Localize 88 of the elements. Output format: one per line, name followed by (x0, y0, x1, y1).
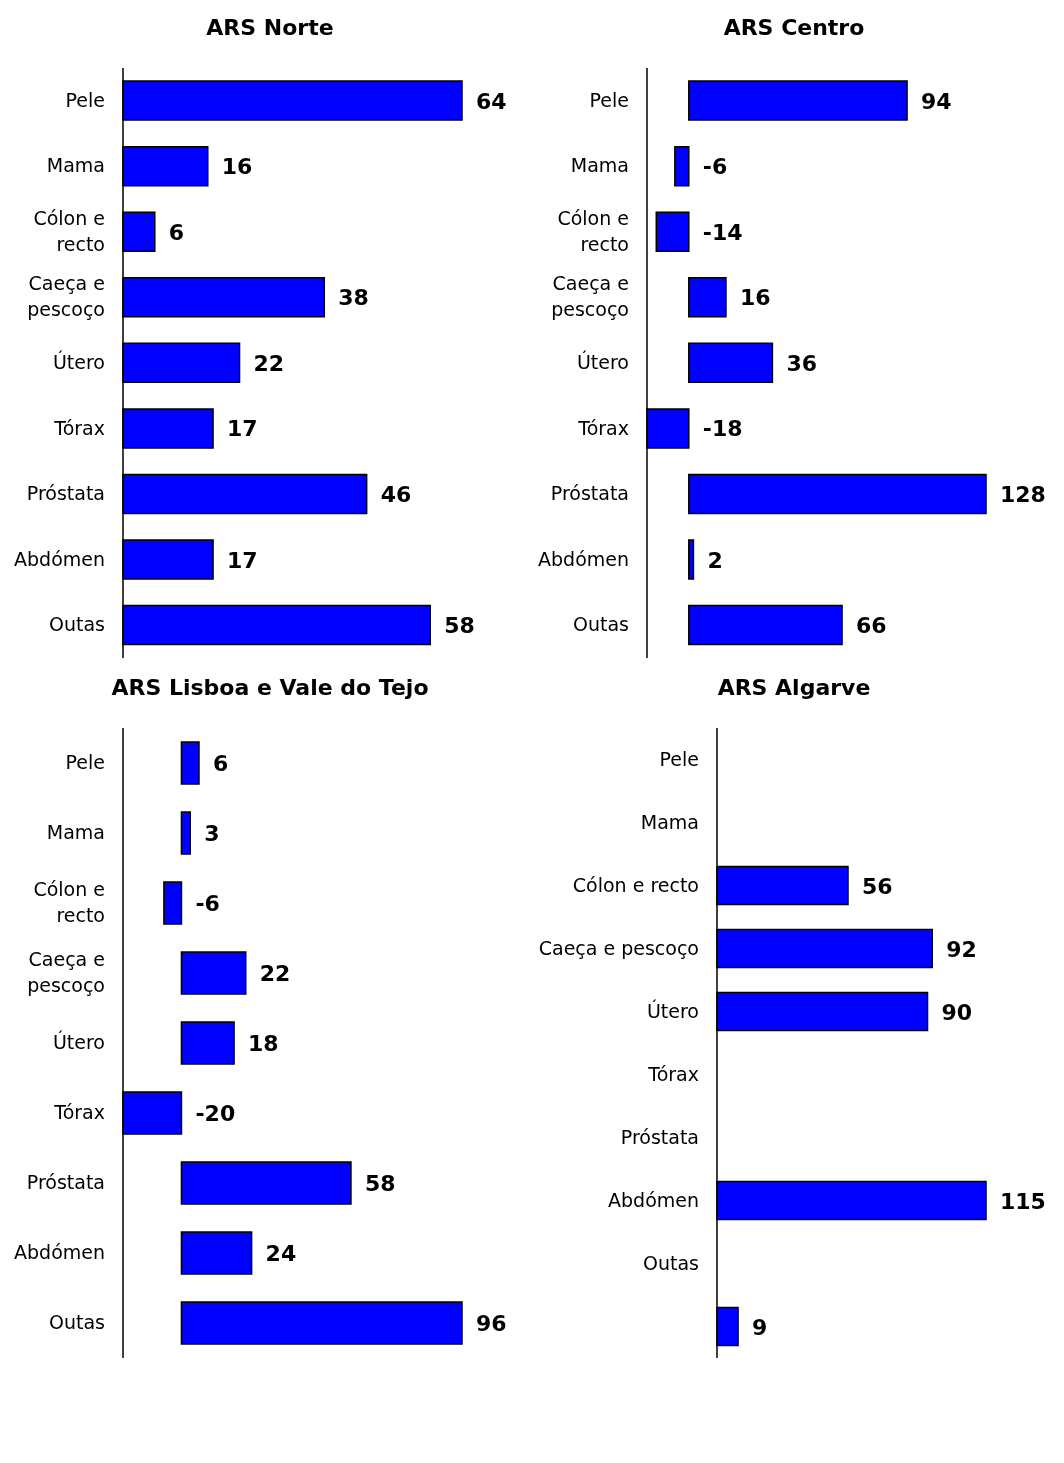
data-label: 2 (707, 547, 723, 573)
data-label: 6 (212, 751, 229, 776)
bar (655, 211, 690, 252)
bar (674, 145, 690, 187)
y-tick-label: Tórax (647, 1062, 699, 1084)
data-label: 94 (921, 88, 952, 114)
data-label: 16 (221, 154, 253, 180)
y-tick-label: Abdómen (14, 1240, 105, 1263)
y-tick-label: Cólon e recto (572, 873, 699, 895)
y-tick-label: Caeça e pescoço (538, 936, 699, 958)
y-tick-label: Próstata (620, 1125, 699, 1147)
bar (688, 277, 727, 318)
y-tick-label: Pele (65, 88, 105, 111)
data-label: -6 (195, 891, 220, 916)
y-tick-label: Mama (570, 153, 629, 176)
y-tick-label: Mama (46, 820, 105, 843)
data-label: -18 (702, 416, 743, 442)
y-tick-label: Útero (576, 349, 629, 373)
y-tick-label: Mama (640, 810, 699, 832)
y-tick-label: Caeça e pescoço (27, 271, 105, 320)
y-tick-label: Cólon e recto (33, 877, 105, 926)
y-tick-label: Mama (46, 153, 105, 176)
y-tick-label: Caeça e pescoço (27, 947, 105, 996)
y-tick-label: Tórax (53, 1100, 105, 1123)
bar (180, 1231, 253, 1275)
chart-title: ARS Centro (722, 14, 866, 42)
y-tick-label: Cólon e recto (557, 206, 629, 255)
data-label: 22 (259, 961, 291, 986)
data-label: 96 (476, 1311, 507, 1336)
y-tick-label: Próstata (550, 481, 629, 504)
y-tick-label: Abdómen (538, 547, 629, 570)
y-tick-label: Útero (646, 998, 699, 1021)
y-tick-label: Pele (659, 747, 699, 769)
data-label: 128 (1000, 481, 1046, 507)
bar (180, 811, 191, 855)
data-label: 90 (941, 999, 973, 1025)
y-tick-label: Tórax (577, 416, 629, 439)
data-label: 6 (168, 219, 185, 245)
data-label: 24 (265, 1241, 297, 1266)
data-label: 64 (476, 88, 507, 114)
y-tick-label: Tórax (53, 416, 105, 439)
y-tick-label: Outas (49, 1310, 105, 1333)
y-tick-label: Próstata (26, 481, 105, 504)
bar (180, 951, 247, 995)
data-label: -20 (195, 1101, 236, 1126)
data-label: 9 (752, 1314, 768, 1340)
bar (180, 1301, 463, 1345)
data-label: -14 (702, 219, 743, 245)
data-label: 115 (1000, 1188, 1046, 1214)
y-tick-label: Útero (52, 349, 105, 373)
data-label: 17 (227, 547, 258, 573)
chart-title: ARS Algarve (716, 674, 872, 702)
data-label: 92 (946, 936, 977, 962)
data-label: 3 (204, 821, 220, 846)
data-label: 66 (856, 613, 887, 639)
data-label: 18 (248, 1031, 279, 1056)
data-label: 58 (444, 613, 475, 639)
data-label: 36 (786, 350, 818, 376)
data-label: 46 (380, 481, 412, 507)
y-tick-label: Outas (49, 612, 105, 635)
data-label: 56 (861, 873, 893, 899)
bar (180, 741, 200, 785)
bar (163, 881, 183, 925)
y-tick-label: Pele (589, 88, 629, 111)
bar (688, 604, 843, 646)
y-tick-label: Abdómen (608, 1188, 699, 1210)
data-label: 22 (253, 350, 285, 376)
data-label: 17 (227, 416, 258, 442)
bar (180, 1021, 235, 1065)
bar (688, 342, 774, 384)
data-label: 58 (364, 1171, 396, 1196)
y-tick-label: Outas (643, 1251, 699, 1273)
bar (688, 539, 695, 580)
y-tick-label: Outas (573, 612, 629, 635)
data-label: 38 (338, 285, 369, 311)
y-tick-label: Abdómen (14, 547, 105, 570)
y-tick-label: Pele (65, 750, 105, 773)
bar (180, 1161, 352, 1205)
chart-title: ARS Norte (205, 14, 335, 42)
y-tick-label: Cólon e recto (33, 206, 105, 255)
data-label: 16 (739, 285, 771, 311)
data-label: -6 (702, 154, 728, 180)
y-tick-label: Próstata (26, 1170, 105, 1193)
bar (688, 473, 987, 515)
chart-title: ARS Lisboa e Vale do Tejo (110, 674, 430, 702)
y-tick-label: Útero (52, 1029, 105, 1053)
y-tick-label: Caeça e pescoço (551, 271, 629, 320)
bar (688, 80, 908, 121)
